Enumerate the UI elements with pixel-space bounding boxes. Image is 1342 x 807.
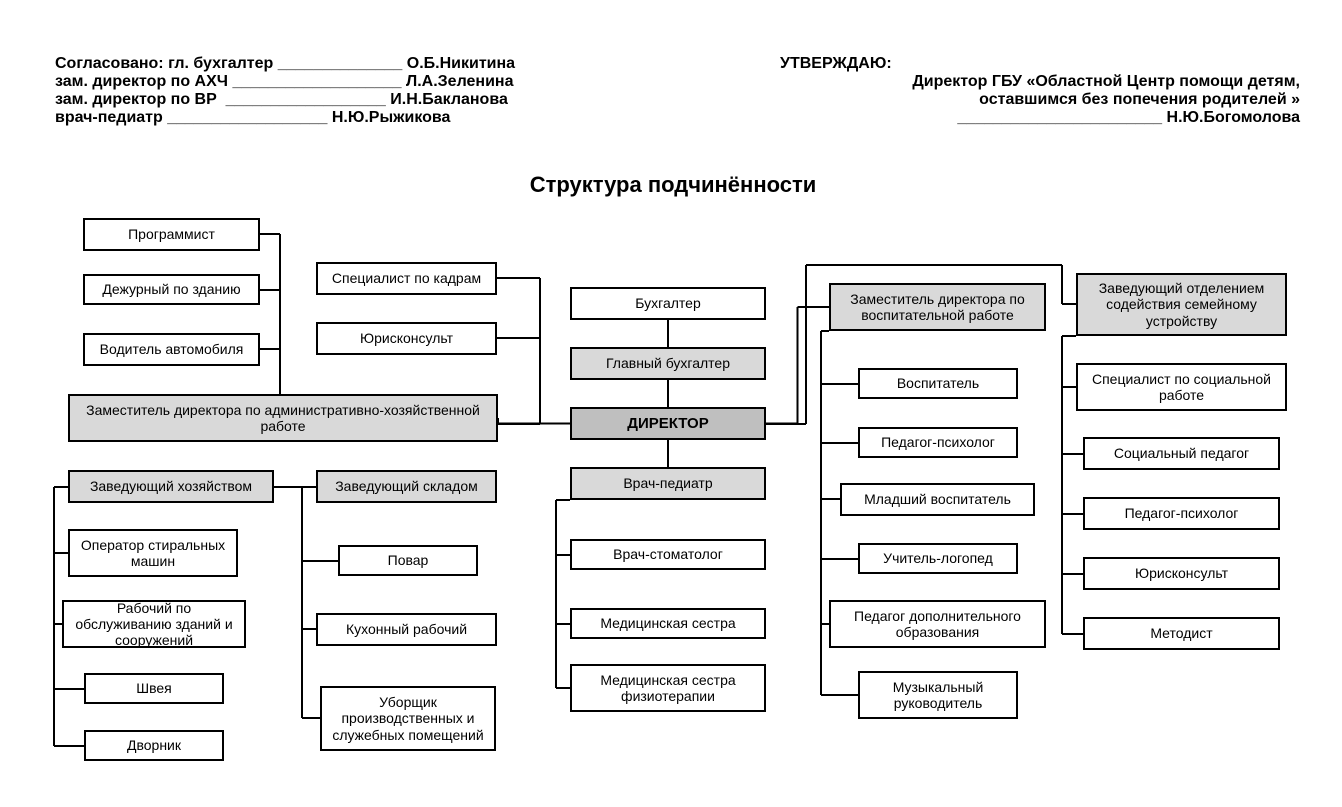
node-c1_hoz: Заведующий хозяйством [68,470,274,503]
node-c4_1: Воспитатель [858,368,1018,399]
node-c5_4: Юрисконсульт [1083,557,1280,590]
chart-title: Структура подчинённости [508,172,838,198]
node-c2_5: Уборщик производственных и служебных пом… [320,686,496,751]
node-c4_4: Учитель-логопед [858,543,1018,574]
node-c2_2: Юрисконсульт [316,322,497,355]
node-c3_ped: Врач-педиатр [570,467,766,500]
node-c5_3: Педагог-психолог [1083,497,1280,530]
node-c4_5: Педагог дополнительного образования [829,600,1046,648]
node-c5_2: Социальный педагог [1083,437,1280,470]
node-c1_4: Оператор стиральных машин [68,529,238,577]
node-c3_buh: Бухгалтер [570,287,766,320]
node-c3_glavbuh: Главный бухгалтер [570,347,766,380]
node-c1_1: Программист [83,218,260,251]
node-c3_med1: Медицинская сестра [570,608,766,639]
header-right: УТВЕРЖДАЮ:Директор ГБУ «Областной Центр … [780,55,1300,127]
node-c1_6: Швея [84,673,224,704]
node-c3_stom: Врач-стоматолог [570,539,766,570]
node-c5_5: Методист [1083,617,1280,650]
node-c1_3: Водитель автомобиля [83,333,260,366]
node-c4_6: Музыкальный руководитель [858,671,1018,719]
org-chart: { "page": { "bg": "#ffffff", "width": 13… [0,0,1342,807]
node-c4_3: Младший воспитатель [840,483,1035,516]
node-c5_head: Заведующий отделением содействия семейно… [1076,273,1287,336]
node-c2_3: Повар [338,545,478,576]
node-c5_1: Специалист по социальной работе [1076,363,1287,411]
header-left: Согласовано: гл. бухгалтер _____________… [55,55,575,127]
node-c1_7: Дворник [84,730,224,761]
node-c4_2: Педагог-психолог [858,427,1018,458]
node-vr_zam: Заместитель директора по воспитательной … [829,283,1046,331]
node-director: ДИРЕКТОР [570,407,766,440]
node-c2_sklad: Заведующий складом [316,470,497,503]
node-c2_1: Специалист по кадрам [316,262,497,295]
node-c3_med2: Медицинская сестра физиотерапии [570,664,766,712]
node-c1_2: Дежурный по зданию [83,274,260,305]
node-c2_4: Кухонный рабочий [316,613,497,646]
node-c1_5: Рабочий по обслуживанию зданий и сооруже… [62,600,246,648]
node-admin_zam: Заместитель директора по административно… [68,394,498,442]
